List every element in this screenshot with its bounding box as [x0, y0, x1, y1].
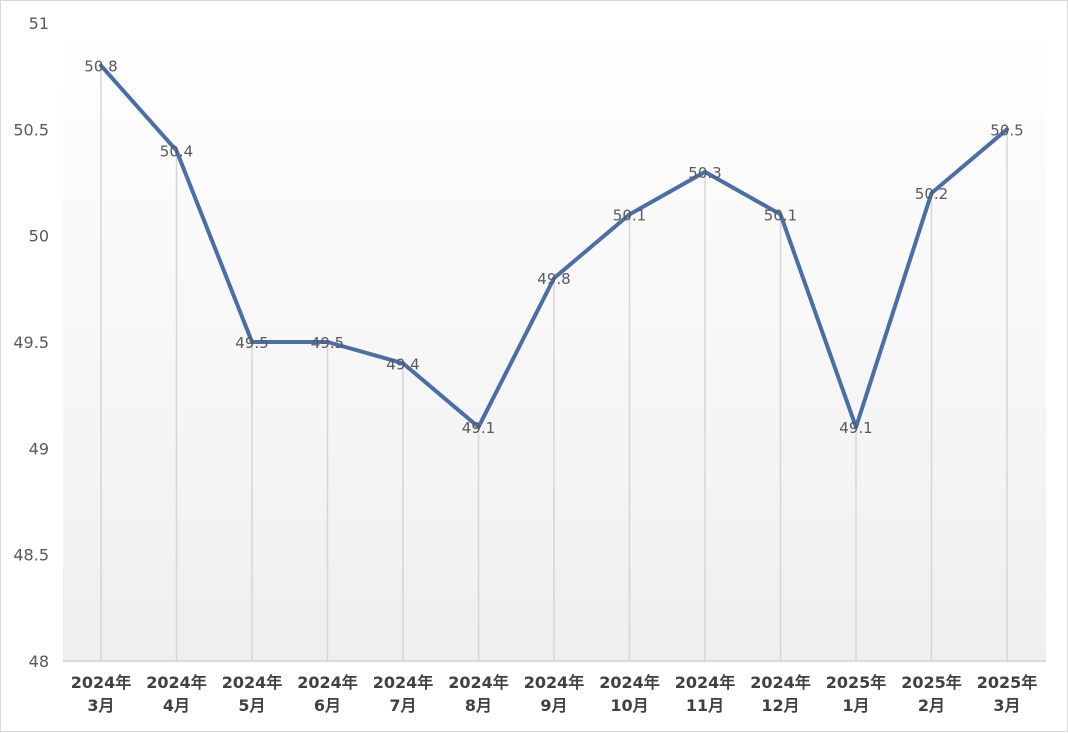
y-tick-label: 49.5: [13, 333, 49, 352]
x-tick-label: 2024年 11月: [675, 673, 736, 715]
data-label: 50.4: [160, 143, 193, 161]
x-tick-label: 2024年 7月: [373, 673, 434, 715]
x-tick-label: 2024年 4月: [146, 673, 207, 715]
x-tick-label: 2024年 3月: [71, 673, 132, 715]
x-tick-label: 2025年 3月: [977, 673, 1038, 715]
data-label: 49.1: [839, 419, 872, 437]
x-tick-label: 2025年 1月: [826, 673, 887, 715]
y-tick-label: 48: [29, 652, 49, 671]
x-tick-label: 2024年 8月: [448, 673, 509, 715]
data-label: 50.8: [84, 58, 117, 76]
x-tick-label: 2024年 12月: [750, 673, 811, 715]
series-line: [99, 63, 1009, 430]
data-label: 50.3: [688, 164, 721, 182]
y-tick-label: 49: [29, 439, 49, 458]
y-tick-label: 50: [29, 227, 49, 246]
data-label: 49.5: [311, 334, 344, 352]
x-tick-label: 2025年 2月: [901, 673, 962, 715]
x-tick-label: 2024年 9月: [524, 673, 585, 715]
x-tick-label: 2024年 6月: [297, 673, 358, 715]
data-label: 50.1: [764, 206, 797, 224]
data-label: 50.1: [613, 206, 646, 224]
data-label: 49.8: [537, 270, 570, 288]
y-tick-label: 51: [29, 14, 49, 33]
y-tick-label: 50.5: [13, 120, 49, 139]
y-tick-label: 48.5: [13, 546, 49, 565]
data-label: 49.1: [462, 419, 495, 437]
x-tick-label: 2024年 5月: [222, 673, 283, 715]
data-label: 50.2: [915, 185, 948, 203]
x-tick-label: 2024年 10月: [599, 673, 660, 715]
data-label: 49.4: [386, 355, 419, 373]
data-label: 49.5: [235, 334, 268, 352]
data-label: 50.5: [990, 121, 1023, 139]
